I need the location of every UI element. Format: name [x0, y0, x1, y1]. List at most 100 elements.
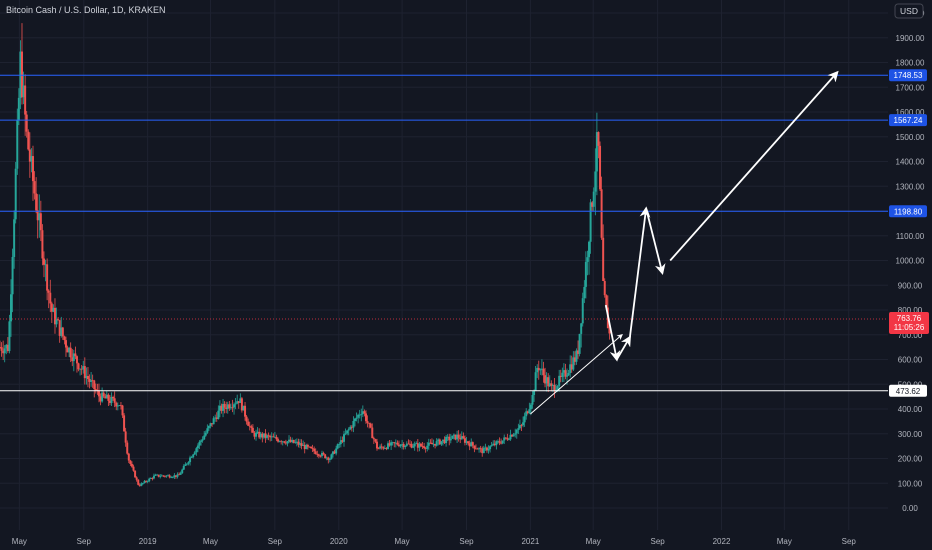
candle-body	[349, 426, 352, 430]
candle-body	[190, 457, 193, 458]
candle-body	[31, 156, 34, 182]
candle-body	[385, 448, 388, 449]
candle-body	[267, 435, 270, 437]
candle-body	[588, 241, 591, 258]
candle-body	[553, 384, 556, 392]
candle-body	[336, 444, 339, 449]
candle-body	[364, 413, 367, 422]
candle-body	[272, 436, 275, 438]
candle-body	[90, 380, 93, 382]
candle-body	[452, 434, 455, 436]
candle-body	[386, 443, 389, 449]
candle-body	[473, 445, 476, 449]
level-tag	[889, 69, 927, 82]
candle-body	[167, 475, 170, 477]
candle-body	[277, 439, 280, 442]
candle-body	[121, 405, 124, 416]
candle-body	[434, 443, 437, 446]
price-axis: 0.00 100.00 200.00 300.00 400.00 500.00 600.00…	[896, 9, 925, 513]
candle-body	[577, 350, 580, 354]
drawings	[530, 70, 839, 415]
candle-body	[523, 416, 526, 423]
candle-body	[97, 390, 100, 397]
candle-body	[512, 434, 515, 437]
candle-body	[410, 444, 413, 448]
candle-body	[299, 443, 302, 445]
price-tick-label: 200.00	[898, 455, 923, 464]
candle-body	[151, 478, 154, 479]
candle-body	[377, 448, 380, 450]
candle-body	[580, 323, 583, 334]
candle-body	[179, 473, 182, 475]
currency-box[interactable]: USD	[894, 3, 924, 19]
candle-body	[165, 475, 168, 477]
candle-body	[107, 394, 110, 401]
candle-body	[540, 368, 543, 370]
candle-body	[198, 441, 201, 446]
candle-body	[443, 439, 446, 444]
candle-body	[30, 156, 33, 162]
level-tag	[889, 384, 927, 397]
candle-body	[182, 465, 185, 470]
candle-body	[498, 441, 501, 443]
candle-body	[423, 446, 426, 449]
candle-body	[0, 347, 1, 348]
candle-body	[206, 428, 209, 433]
candle-body	[319, 455, 322, 457]
candle-body	[547, 377, 550, 387]
price-tick-label: 1300.00	[896, 182, 925, 191]
candle-body	[79, 368, 82, 370]
projection-arrow[interactable]	[669, 70, 839, 262]
candle-body	[220, 405, 223, 411]
candle-body	[564, 370, 567, 377]
candle-body	[8, 321, 11, 351]
candle-body	[129, 460, 132, 464]
candle-body	[586, 257, 589, 262]
candle-body	[427, 442, 430, 446]
time-tick-label: 2020	[330, 537, 348, 546]
candle-body	[214, 417, 217, 419]
candle-body	[368, 422, 371, 424]
projection-arrow[interactable]	[628, 206, 651, 338]
candle-body	[603, 280, 606, 296]
candle-body	[539, 369, 542, 371]
candle-body	[445, 436, 448, 444]
candle-body	[256, 431, 259, 433]
candle-body	[300, 443, 303, 446]
trendline[interactable]	[530, 333, 623, 415]
price-axis-panel[interactable]	[888, 0, 932, 550]
candle-body	[578, 333, 581, 354]
projection-arrow[interactable]	[645, 208, 666, 275]
candle-body	[448, 436, 451, 441]
candle-body	[369, 423, 372, 428]
candle-body	[11, 256, 14, 295]
candle-body	[251, 427, 254, 433]
candle-body	[46, 264, 49, 291]
candle-body	[264, 433, 267, 438]
candle-body	[123, 415, 126, 432]
candle-body	[569, 364, 572, 374]
candle-body	[575, 350, 578, 362]
candle-body	[229, 407, 232, 409]
grid-lines	[0, 0, 888, 530]
candle-body	[478, 448, 481, 450]
candle-body	[581, 298, 584, 324]
candle-body	[80, 368, 83, 370]
candle-body	[240, 398, 243, 411]
candle-body	[3, 348, 6, 354]
candle-body	[321, 452, 324, 456]
level-tag-label: 1748.53	[894, 71, 923, 80]
candle-body	[176, 474, 179, 477]
candle-body	[60, 327, 63, 336]
candle-body	[74, 353, 77, 357]
candle-body	[245, 416, 248, 422]
candle-body	[247, 421, 250, 426]
candle-body	[305, 444, 308, 450]
candle-body	[537, 367, 540, 371]
projection-arrow[interactable]	[616, 335, 631, 360]
candle-body	[275, 436, 278, 440]
candle-body	[353, 418, 356, 421]
candle-body	[132, 466, 135, 471]
projection-arrow[interactable]	[604, 304, 621, 362]
